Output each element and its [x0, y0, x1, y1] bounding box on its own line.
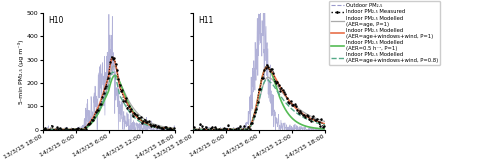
- Text: H10: H10: [48, 17, 63, 25]
- Y-axis label: 5-min PM₂.₅ (μg m⁻³): 5-min PM₂.₅ (μg m⁻³): [18, 39, 24, 104]
- Legend: Outdoor PM₂.₅, Indoor PM₂.₅ Measured, Indoor PM₂.₅ Modelled
(AER=age, P=1), Indo: Outdoor PM₂.₅, Indoor PM₂.₅ Measured, In…: [328, 1, 440, 65]
- Text: H11: H11: [198, 17, 213, 25]
